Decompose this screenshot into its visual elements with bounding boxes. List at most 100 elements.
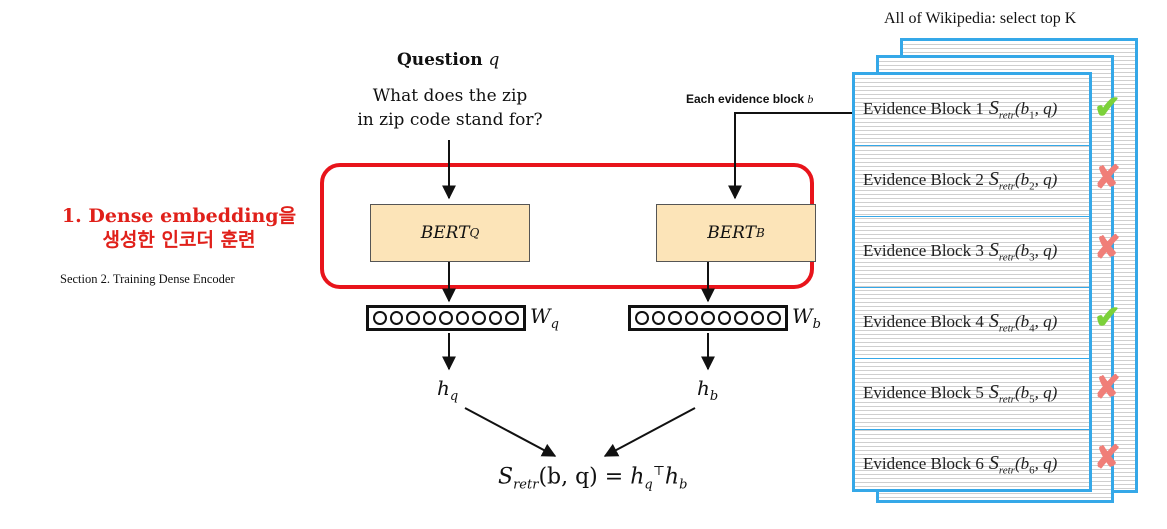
evidence-block-row: Evidence Block 6 Sretr(b6, q) — [855, 430, 1089, 489]
evidence-score-sub: retr — [998, 109, 1015, 122]
check-icon: ✔ — [1094, 88, 1121, 126]
wikipedia-title: All of Wikipedia: select top K — [884, 10, 1077, 27]
formula-h2: h — [664, 464, 680, 490]
formula-h1-sub: q — [644, 477, 653, 493]
evidence-block-name: Evidence Block 5 — [863, 383, 984, 402]
evidence-block-row: Evidence Block 5 Sretr(b5, q) — [855, 359, 1089, 430]
formula-h1: h — [630, 464, 645, 490]
formula-s-sub: retr — [513, 477, 539, 493]
hq-letter: h — [437, 376, 450, 400]
evidence-block-row: Evidence Block 4 Sretr(b4, q) — [855, 288, 1089, 359]
evidence-block-label: Evidence Block 4 Sretr(b4, q) — [863, 310, 1057, 334]
evidence-score-arg: (b — [1014, 312, 1030, 331]
question-label-text: Question — [397, 50, 483, 70]
evidence-score-sub: retr — [998, 393, 1015, 406]
evidence-block-row: Evidence Block 2 Sretr(b2, q) — [855, 146, 1089, 217]
evidence-score-arg: (b — [1014, 241, 1030, 260]
bert-b-box: BERT B — [656, 204, 816, 262]
evidence-block-name: Evidence Block 2 — [863, 170, 984, 189]
formula-s: S — [498, 464, 514, 490]
wb-letter: W — [792, 304, 813, 328]
bert-b-name: BERT — [707, 223, 756, 243]
evidence-score-q: , q) — [1034, 99, 1058, 118]
left-title: 1. Dense embedding을 생성한 인코더 훈련 — [29, 204, 329, 252]
question-text-line2: in zip code stand for? — [357, 110, 543, 130]
evidence-block-name: Evidence Block 6 — [863, 454, 984, 473]
arrow-evidence-to-bertb — [728, 112, 852, 200]
score-formula: Sretr(b, q) = hq⊤hb — [498, 464, 687, 493]
wq-vector — [366, 305, 526, 331]
hb-letter: h — [697, 376, 710, 400]
evidence-score-s: S — [988, 452, 999, 474]
evidence-score-idx: 3 — [1029, 251, 1035, 264]
evidence-block-label: Evidence Block 1 Sretr(b1, q) — [863, 97, 1057, 121]
bert-q-name: BERT — [420, 223, 470, 243]
evidence-score-s: S — [988, 168, 999, 190]
evidence-score-idx: 6 — [1029, 464, 1035, 477]
evidence-score-s: S — [988, 381, 999, 403]
evidence-score-q: , q) — [1034, 241, 1058, 260]
evidence-block-label: Evidence Block 2 Sretr(b2, q) — [863, 168, 1057, 192]
wb-label: Wb — [792, 304, 821, 332]
hq-label: hq — [437, 376, 458, 404]
evidence-label-text: Each evidence block — [686, 92, 805, 106]
hb-sub: b — [709, 389, 719, 404]
wb-sub: b — [812, 317, 821, 332]
left-title-line2: 생성한 인코더 훈련 — [102, 229, 256, 251]
evidence-label: Each evidence block b — [686, 92, 813, 107]
evidence-block-name: Evidence Block 1 — [863, 99, 984, 118]
evidence-block-label: Evidence Block 5 Sretr(b5, q) — [863, 381, 1057, 405]
section-caption: Section 2. Training Dense Encoder — [60, 272, 235, 286]
hb-label: hb — [697, 376, 718, 404]
evidence-score-q: , q) — [1034, 383, 1058, 402]
question-text-line1: What does the zip — [372, 86, 528, 106]
evidence-block-name: Evidence Block 3 — [863, 241, 984, 260]
bert-b-sub: B — [755, 226, 765, 240]
evidence-score-idx: 2 — [1029, 180, 1035, 193]
document-front: Evidence Block 1 Sretr(b1, q) Evidence Blo… — [852, 72, 1092, 492]
cross-icon: ✘ — [1094, 228, 1121, 266]
evidence-score-idx: 1 — [1029, 109, 1035, 122]
wq-letter: W — [530, 304, 551, 328]
wq-label: Wq — [530, 304, 559, 332]
evidence-score-q: , q) — [1034, 312, 1058, 331]
evidence-score-q: , q) — [1034, 454, 1058, 473]
evidence-score-sub: retr — [998, 180, 1015, 193]
evidence-score-q: , q) — [1034, 170, 1058, 189]
cross-icon: ✘ — [1094, 438, 1121, 476]
evidence-score-s: S — [988, 97, 999, 119]
question-label: Question q — [397, 50, 499, 70]
evidence-score-arg: (b — [1014, 99, 1030, 118]
cross-icon: ✘ — [1094, 158, 1121, 196]
evidence-block-row: Evidence Block 1 Sretr(b1, q) — [855, 75, 1089, 146]
evidence-score-arg: (b — [1014, 170, 1030, 189]
left-title-line1: 1. Dense embedding을 — [61, 205, 297, 227]
check-icon: ✔ — [1094, 298, 1121, 336]
evidence-score-idx: 5 — [1029, 393, 1035, 406]
question-text: What does the zip in zip code stand for? — [350, 84, 550, 132]
formula-h1-sup: ⊤ — [652, 464, 665, 479]
evidence-block-list: Evidence Block 1 Sretr(b1, q) Evidence Blo… — [855, 75, 1089, 489]
evidence-label-var: b — [807, 92, 814, 106]
evidence-score-s: S — [988, 239, 999, 261]
relevance-mark-list: ✔ ✘ ✘ ✔ ✘ ✘ — [1094, 72, 1154, 492]
formula-args: (b, q) = — [538, 464, 631, 490]
hq-sub: q — [449, 389, 459, 404]
evidence-score-arg: (b — [1014, 454, 1030, 473]
cross-icon: ✘ — [1094, 368, 1121, 406]
bert-q-sub: Q — [469, 226, 480, 240]
evidence-score-sub: retr — [998, 251, 1015, 264]
arrow-hb-to-formula — [603, 407, 696, 457]
bert-q-box: BERT Q — [370, 204, 530, 262]
evidence-block-name: Evidence Block 4 — [863, 312, 984, 331]
wq-sub: q — [550, 317, 559, 332]
question-var: q — [488, 50, 500, 70]
evidence-block-row: Evidence Block 3 Sretr(b3, q) — [855, 217, 1089, 288]
evidence-block-label: Evidence Block 6 Sretr(b6, q) — [863, 452, 1057, 476]
evidence-score-sub: retr — [998, 322, 1015, 335]
evidence-score-s: S — [988, 310, 999, 332]
arrow-hq-to-formula — [464, 407, 557, 457]
evidence-block-label: Evidence Block 3 Sretr(b3, q) — [863, 239, 1057, 263]
evidence-score-arg: (b — [1014, 383, 1030, 402]
